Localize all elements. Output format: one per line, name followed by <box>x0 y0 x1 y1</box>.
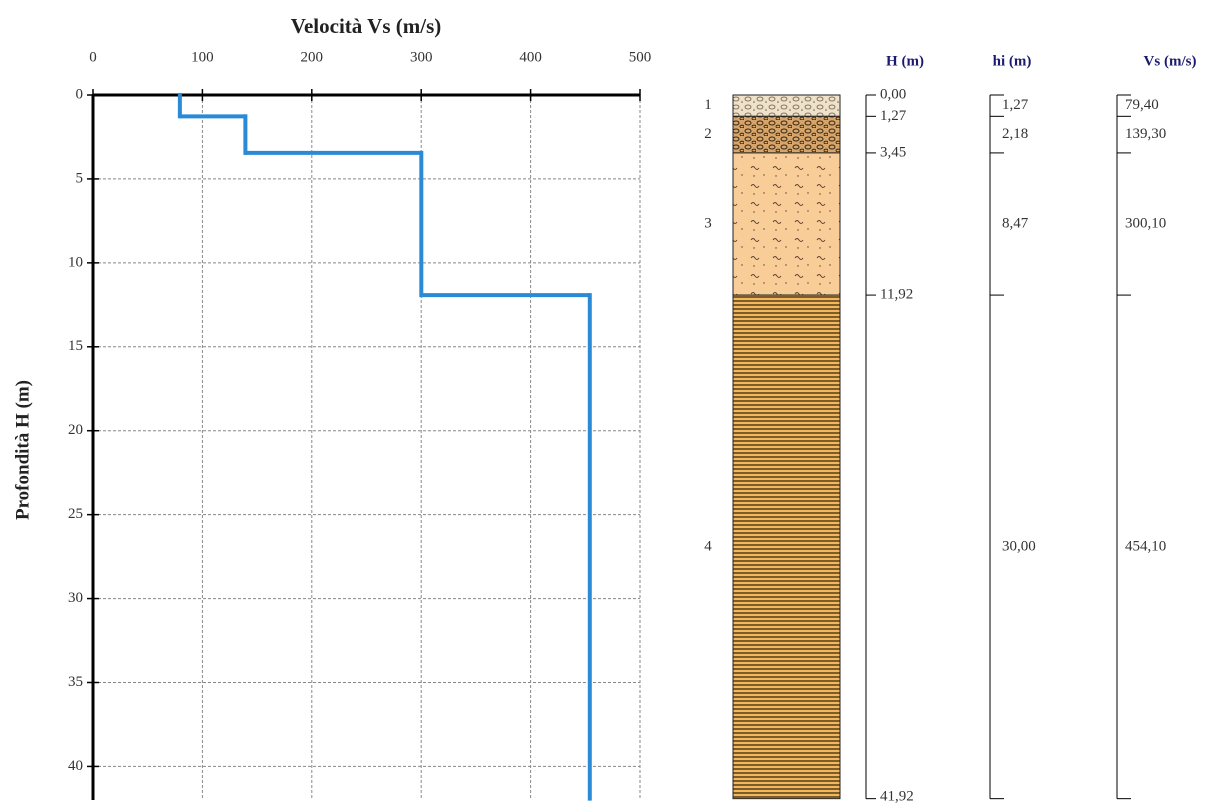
thickness-label: 2,18 <box>1002 126 1028 142</box>
velocity-label: 300,10 <box>1125 215 1166 231</box>
y-axis-label: Profondità H (m) <box>12 380 33 520</box>
x-tick-label: 0 <box>89 49 97 65</box>
depth-label: 3,45 <box>880 144 906 160</box>
thickness-label: 1,27 <box>1002 97 1029 113</box>
x-tick-label: 300 <box>410 49 433 65</box>
x-tick-label: 500 <box>629 49 652 65</box>
chart-title: Velocità Vs (m/s) <box>291 14 442 38</box>
column-header: H (m) <box>886 53 924 69</box>
y-tick-label: 15 <box>68 338 83 354</box>
layer-band <box>732 115 841 154</box>
layer-number: 1 <box>704 97 712 113</box>
x-tick-label: 200 <box>301 49 324 65</box>
y-tick-label: 40 <box>68 758 83 774</box>
column-header: hi (m) <box>993 53 1032 69</box>
layer-band <box>732 152 841 296</box>
x-tick-label: 100 <box>191 49 214 65</box>
thickness-label: 8,47 <box>1002 215 1029 231</box>
depth-label: 1,27 <box>880 108 907 124</box>
velocity-label: 79,40 <box>1125 97 1159 113</box>
layer-number: 2 <box>704 126 712 142</box>
y-tick-label: 25 <box>68 506 83 522</box>
layer-number: 3 <box>704 215 712 231</box>
layer-number: 4 <box>704 538 712 554</box>
depth-label: 11,92 <box>880 287 913 303</box>
x-tick-label: 400 <box>519 49 542 65</box>
velocity-label: 139,30 <box>1125 126 1166 142</box>
layer-band <box>732 94 841 117</box>
y-tick-label: 10 <box>68 254 83 270</box>
depth-label: 0,00 <box>880 86 906 102</box>
y-tick-label: 30 <box>68 590 83 606</box>
depth-label: 41,92 <box>880 788 914 804</box>
y-tick-label: 5 <box>76 170 84 186</box>
y-tick-label: 35 <box>68 674 83 690</box>
column-header: Vs (m/s) <box>1144 53 1197 69</box>
layer-band <box>732 294 841 800</box>
y-tick-label: 20 <box>68 422 83 438</box>
y-tick-label: 0 <box>76 86 84 102</box>
velocity-label: 454,10 <box>1125 538 1166 554</box>
thickness-label: 30,00 <box>1002 538 1036 554</box>
